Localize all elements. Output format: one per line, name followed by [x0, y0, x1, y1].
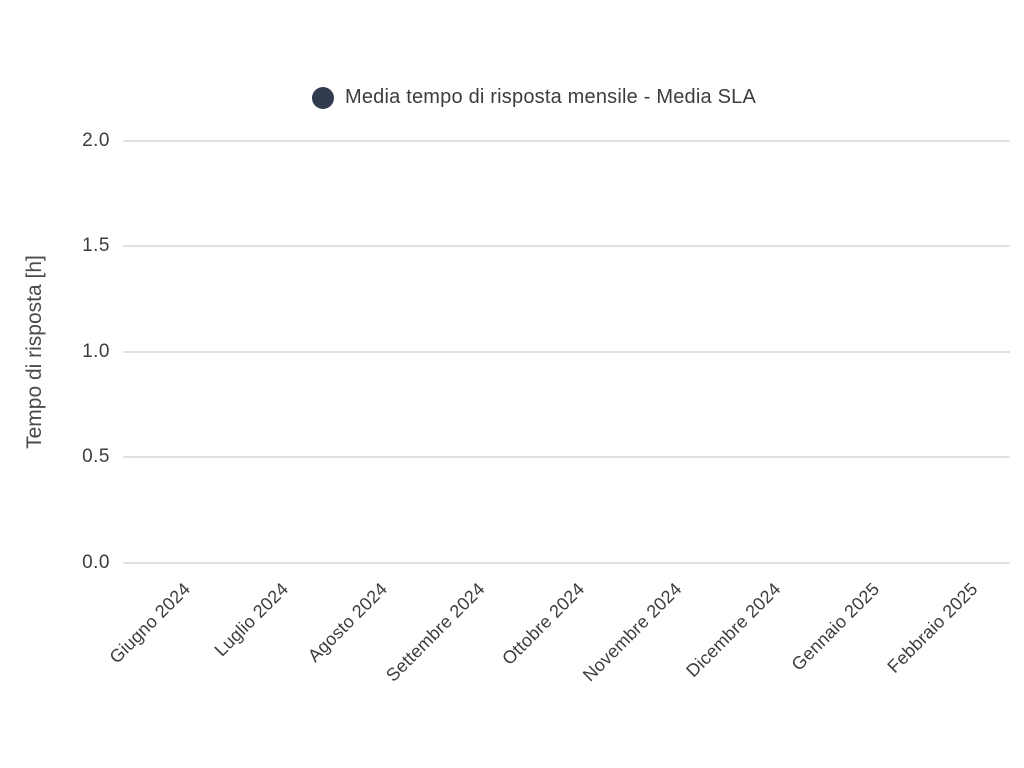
chart-legend[interactable]: Media tempo di risposta mensile - Media …: [312, 86, 756, 109]
x-tick-label: Giugno 2024: [105, 578, 194, 668]
x-tick-label: Luglio 2024: [210, 578, 292, 661]
x-tick-label: Settembre 2024: [382, 578, 489, 686]
x-tick-label: Novembre 2024: [579, 578, 686, 686]
x-tick-label: Febbraio 2025: [883, 578, 982, 677]
y-tick-label: 0.0: [82, 552, 110, 573]
x-tick-label: Ottobre 2024: [497, 578, 588, 669]
x-tick-label: Gennaio 2025: [787, 578, 883, 675]
plot-area: [123, 140, 1010, 564]
y-tick-label: 0.5: [82, 446, 110, 467]
y-axis-title: Tempo di risposta [h]: [23, 255, 46, 449]
legend-series-marker-icon: [312, 86, 334, 109]
gridline: [123, 562, 1010, 564]
y-tick-label: 1.5: [82, 235, 110, 256]
x-tick-label: Agosto 2024: [303, 578, 391, 666]
gridline: [123, 140, 1010, 142]
gridline: [123, 456, 1010, 458]
gridline: [123, 351, 1010, 353]
gridline: [123, 245, 1010, 247]
x-tick-label: Dicembre 2024: [682, 578, 785, 682]
legend-series-label: Media tempo di risposta mensile - Media …: [345, 86, 757, 108]
y-tick-label: 2.0: [82, 130, 110, 151]
y-tick-label: 1.0: [82, 341, 110, 362]
